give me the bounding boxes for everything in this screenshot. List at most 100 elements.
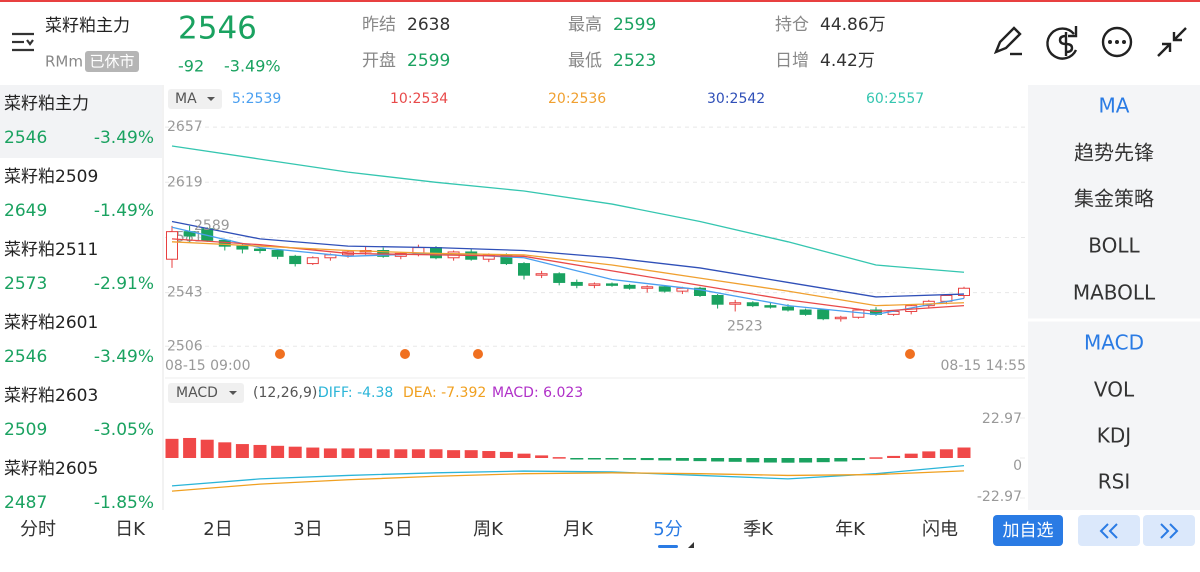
stat-value: 2638: [407, 15, 450, 35]
stat-label: 持仓: [775, 15, 809, 35]
period-tab[interactable]: 月K: [563, 519, 594, 540]
max-label: 2589: [194, 218, 230, 234]
next-button[interactable]: [1143, 515, 1195, 546]
macd-bar: [640, 458, 654, 461]
main-indicator[interactable]: MABOLL: [1073, 281, 1156, 305]
macd-bar: [218, 442, 232, 458]
indicator-panel: [1028, 85, 1200, 510]
period-tab[interactable]: 年K: [835, 519, 866, 540]
macd-bar: [359, 448, 373, 458]
status-text: 已休市: [89, 53, 134, 71]
menu-icon[interactable]: [12, 32, 34, 52]
candle-body: [834, 316, 847, 320]
collapse-icon[interactable]: [1157, 27, 1187, 57]
macd-bar: [623, 458, 637, 460]
stat-label: 最低: [568, 51, 602, 71]
legend-entry: 60:2557: [866, 91, 924, 107]
macd-bar: [411, 449, 425, 458]
main-indicator[interactable]: 集金策略: [1074, 187, 1154, 211]
macd-bar: [253, 444, 267, 458]
contract-name: 菜籽粕主力: [45, 16, 130, 36]
sub-indicator[interactable]: VOL: [1094, 378, 1135, 402]
macd-bar: [728, 458, 742, 462]
watch-name[interactable]: 菜籽粕2509: [4, 167, 98, 187]
macd-line: [171, 470, 965, 492]
legend-entry: DIFF: -4.38: [318, 385, 393, 401]
macd-bar: [587, 458, 601, 460]
period-tab[interactable]: 季K: [743, 519, 774, 540]
period-tab[interactable]: 5分: [653, 519, 682, 540]
macd-bar: [939, 449, 953, 458]
y-tick-label: 2506: [167, 338, 203, 354]
watch-price: 2546: [4, 347, 47, 367]
stat-label: 昨结: [362, 15, 396, 35]
watch-name[interactable]: 菜籽粕2603: [4, 386, 98, 406]
currency-icon[interactable]: [1046, 26, 1078, 60]
candle-body: [271, 250, 284, 257]
watch-price: 2487: [4, 493, 47, 513]
watch-change: -2.91%: [94, 274, 154, 294]
macd-bar: [165, 438, 179, 458]
macd-bar: [904, 453, 918, 458]
legend-entry: 10:2534: [390, 91, 448, 107]
ma-line: [171, 241, 965, 307]
macd-bar: [235, 444, 249, 458]
legend-entry: 5:2539: [232, 91, 281, 107]
indicator-select[interactable]: [168, 383, 244, 403]
candle-body: [817, 309, 830, 320]
next-icon: [1160, 523, 1179, 539]
y-tick-label: 22.97: [982, 411, 1022, 427]
macd-bar: [763, 458, 777, 463]
period-tab[interactable]: 3日: [293, 519, 322, 540]
period-tab[interactable]: 日K: [115, 519, 146, 540]
macd-bar: [605, 458, 619, 460]
candle-body: [658, 286, 671, 292]
watch-name[interactable]: 菜籽粕主力: [4, 94, 89, 114]
main-indicator[interactable]: MA: [1099, 94, 1130, 118]
watch-change: -3.49%: [94, 347, 154, 367]
macd-bar: [271, 445, 285, 458]
select-caret: [207, 97, 215, 101]
macd-bar: [658, 458, 672, 461]
period-tab[interactable]: 闪电: [922, 519, 958, 540]
stat-value: 2599: [613, 15, 656, 35]
period-tab[interactable]: 5日: [383, 519, 412, 540]
indicator-select[interactable]: [168, 89, 222, 109]
macd-bar: [288, 446, 302, 458]
sub-indicator[interactable]: KDJ: [1097, 424, 1131, 448]
watch-name[interactable]: 菜籽粕2605: [4, 459, 98, 479]
watch-name[interactable]: 菜籽粕2601: [4, 313, 98, 333]
more-icon[interactable]: [1101, 26, 1133, 58]
min-label: 2523: [727, 319, 763, 335]
main-indicator[interactable]: 趋势先锋: [1074, 141, 1154, 165]
last-price: 2546: [178, 11, 257, 47]
main-indicator[interactable]: BOLL: [1088, 234, 1140, 258]
macd-bar: [693, 458, 707, 462]
edit-icon[interactable]: [993, 26, 1022, 56]
watch-name[interactable]: 菜籽粕2511: [4, 240, 98, 260]
period-tab[interactable]: 周K: [473, 519, 504, 540]
legend-entry: 30:2542: [707, 91, 765, 107]
candle-body: [782, 306, 794, 311]
stat-value: 44.86万: [820, 15, 886, 35]
watch-change: -1.85%: [94, 493, 154, 513]
period-tab[interactable]: 2日: [203, 519, 232, 540]
candle-body: [729, 302, 742, 305]
period-tab[interactable]: 分时: [20, 519, 56, 540]
y-tick-label: 0: [1013, 458, 1022, 474]
macd-bar: [799, 458, 813, 463]
watch-price: 2509: [4, 420, 47, 440]
macd-bar: [887, 455, 901, 458]
sub-indicator[interactable]: MACD: [1084, 331, 1144, 355]
sub-indicator[interactable]: RSI: [1098, 470, 1131, 494]
ma-line: [171, 238, 965, 313]
ma-line: [171, 226, 965, 316]
prev-button[interactable]: [1078, 515, 1140, 546]
add-button[interactable]: [993, 515, 1063, 546]
candle-body: [588, 283, 601, 286]
macd-bar: [781, 458, 795, 463]
stat-value: 2523: [613, 51, 656, 71]
candle-body: [746, 302, 759, 307]
candle-body: [553, 273, 566, 283]
